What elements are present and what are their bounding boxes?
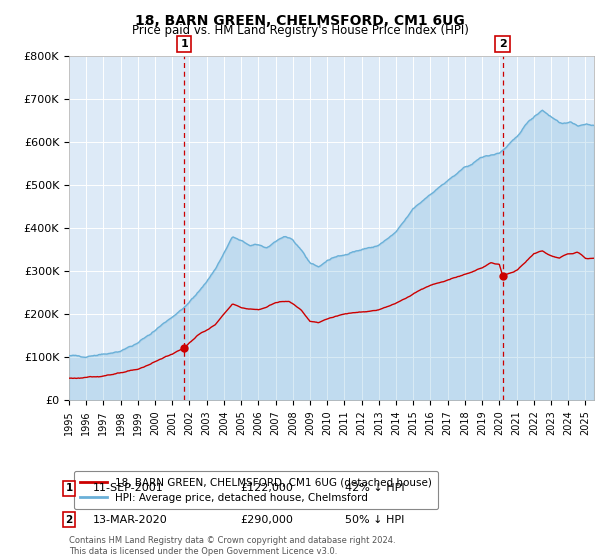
Text: 2: 2 bbox=[499, 39, 506, 49]
Text: £122,000: £122,000 bbox=[240, 483, 293, 493]
Text: £290,000: £290,000 bbox=[240, 515, 293, 525]
Text: 1: 1 bbox=[180, 39, 188, 49]
Text: 42% ↓ HPI: 42% ↓ HPI bbox=[345, 483, 404, 493]
Text: Price paid vs. HM Land Registry's House Price Index (HPI): Price paid vs. HM Land Registry's House … bbox=[131, 24, 469, 36]
Text: 13-MAR-2020: 13-MAR-2020 bbox=[93, 515, 168, 525]
Text: 11-SEP-2001: 11-SEP-2001 bbox=[93, 483, 164, 493]
Text: 18, BARN GREEN, CHELMSFORD, CM1 6UG: 18, BARN GREEN, CHELMSFORD, CM1 6UG bbox=[135, 14, 465, 28]
Text: 50% ↓ HPI: 50% ↓ HPI bbox=[345, 515, 404, 525]
Text: Contains HM Land Registry data © Crown copyright and database right 2024.
This d: Contains HM Land Registry data © Crown c… bbox=[69, 536, 395, 556]
Text: 2: 2 bbox=[65, 515, 73, 525]
Legend: 18, BARN GREEN, CHELMSFORD, CM1 6UG (detached house), HPI: Average price, detach: 18, BARN GREEN, CHELMSFORD, CM1 6UG (det… bbox=[74, 471, 438, 508]
Text: 1: 1 bbox=[65, 483, 73, 493]
